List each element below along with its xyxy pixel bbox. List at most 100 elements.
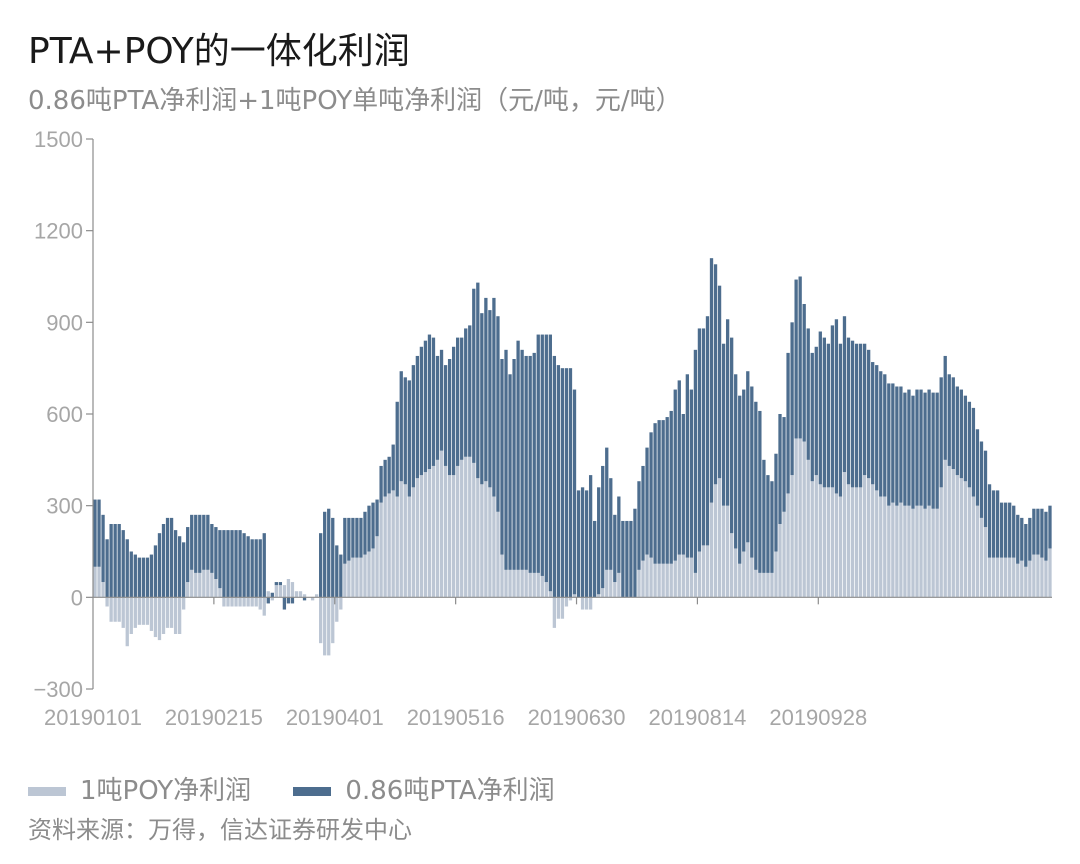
bar-pta [834,319,839,494]
bar-pta [782,417,786,512]
bar-poy [242,597,246,607]
bar-poy [286,579,291,598]
bar-pta [818,331,822,485]
bar-pta [685,374,689,558]
bar-pta [641,465,645,561]
bar-poy [194,572,198,598]
bar-poy [790,475,794,598]
bar-pta [153,545,158,598]
bar-pta [290,597,295,604]
bar-poy [323,597,327,656]
bar-poy [588,597,593,610]
bar-poy [1032,554,1036,598]
legend-label-poy: 1吨POY净利润 [80,776,252,806]
x-tick-label: 20190215 [165,705,263,730]
bar-poy [109,597,113,622]
bar-pta [963,395,968,482]
bar-poy [818,484,822,598]
bar-pta [580,487,585,598]
bar-poy [830,487,835,598]
bar-pta [125,539,129,598]
bar-pta [443,365,448,466]
bar-pta [464,328,468,457]
bar-poy [512,569,516,598]
bar-pta [375,499,379,537]
bar-poy [572,594,577,598]
bar-poy [601,588,605,598]
bar-pta [363,511,367,555]
bar-pta [742,389,746,552]
bar-poy [947,465,951,598]
bar-poy [439,450,444,598]
bar-poy [496,511,500,598]
legend-swatch-pta [293,787,332,796]
bar-pta [145,557,150,598]
bar-pta [319,533,323,598]
bar-poy [1008,557,1012,598]
bar-pta [399,371,403,482]
bar-poy [1036,554,1040,598]
bar-poy [407,496,411,598]
bar-pta [1020,517,1024,561]
bar-pta [379,465,383,503]
bar-pta [238,530,242,598]
bar-poy [218,588,222,598]
bar-pta [850,340,855,488]
bar-pta [508,374,512,570]
bar-poy [681,554,685,598]
bar-poy [335,597,339,622]
legend-item-pta: 0.86吨PTA净利润 [293,770,555,807]
bar-pta [621,520,625,598]
bar-poy [165,597,170,628]
bar-poy [661,563,665,598]
bar-pta [584,490,589,598]
bar-pta [826,343,831,488]
bar-pta [524,355,528,570]
bar-poy [282,585,287,598]
bar-poy [721,505,726,598]
bar-pta [846,337,851,485]
bar-poy [584,597,589,610]
bar-poy [1020,560,1024,598]
bar-pta [762,459,766,573]
bar-poy [766,572,770,598]
bar-pta [810,352,814,482]
bar-poy [987,557,992,598]
bar-pta [649,432,653,558]
bar-poy [609,569,613,598]
bar-poy [294,591,299,598]
bar-pta [931,392,935,509]
bar-pta [367,505,371,552]
bar-pta [713,264,718,485]
bar-pta [1012,505,1016,558]
bar-pta [435,355,440,460]
bar-pta [456,337,460,466]
bar-pta [947,374,951,466]
bar-poy [206,569,210,598]
bar-poy [339,597,343,610]
bar-poy [794,438,798,598]
bar-pta [387,456,391,494]
bar-poy [548,591,552,598]
bar-pta [979,441,984,518]
bar-poy [198,572,202,598]
bar-pta [770,481,774,573]
bar-pta [133,554,137,598]
x-tick-label: 20190630 [528,705,626,730]
bar-pta [991,490,996,558]
bar-poy [504,569,508,598]
bar-pta [202,514,206,570]
bar-pta [572,389,577,595]
bar-pta [971,407,976,497]
bar-poy [858,487,863,598]
bar-pta [407,380,411,497]
bar-pta [496,316,500,512]
bar-pta [693,349,698,573]
bar-poy [605,569,609,598]
bar-poy [456,465,460,598]
bar-pta [661,420,665,564]
bar-pta [327,508,331,598]
bar-pta [423,340,428,473]
bar-poy [173,597,178,634]
bar-pta [766,475,770,573]
